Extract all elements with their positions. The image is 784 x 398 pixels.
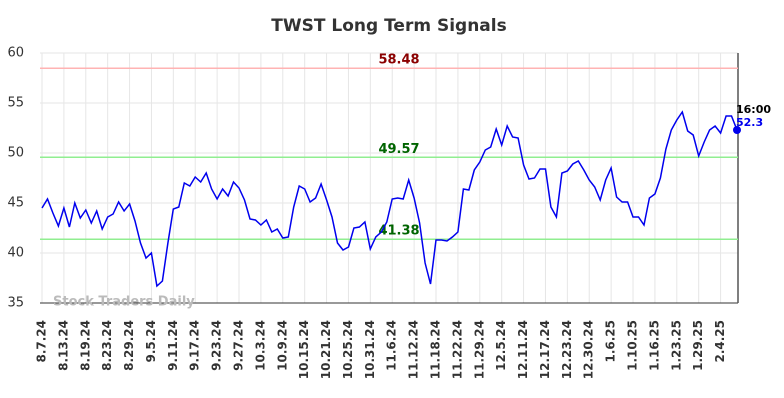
last-value-label: 52.3 [736, 116, 763, 129]
x-tick-label: 11.29.24 [472, 320, 486, 379]
y-tick-label: 40 [7, 246, 24, 261]
x-tick-label: 10.25.24 [341, 320, 355, 379]
x-tick-label: 9.27.24 [232, 320, 246, 371]
x-tick-label: 8.13.24 [56, 320, 70, 371]
y-tick-label: 45 [7, 196, 24, 211]
x-tick-label: 1.29.25 [691, 320, 705, 371]
x-tick-label: 2.4.25 [713, 320, 727, 363]
watermark: Stock Traders Daily [53, 295, 195, 310]
x-tick-label: 8.23.24 [100, 320, 114, 371]
x-tick-label: 11.12.24 [407, 320, 421, 379]
x-tick-label: 12.11.24 [516, 320, 530, 379]
x-tick-label: 10.15.24 [297, 320, 311, 379]
x-tick-label: 12.23.24 [560, 320, 574, 379]
last-point [733, 126, 741, 134]
x-tick-label: 11.18.24 [429, 320, 443, 379]
x-tick-label: 9.5.24 [144, 320, 158, 363]
x-tick-label: 8.7.24 [35, 320, 49, 363]
x-tick-label: 11.6.24 [385, 320, 399, 371]
x-tick-label: 11.22.24 [450, 320, 464, 379]
x-tick-label: 1.16.25 [647, 320, 661, 371]
y-tick-label: 35 [7, 296, 24, 311]
signal-label: 58.48 [378, 53, 419, 68]
x-tick-label: 10.31.24 [363, 320, 377, 379]
x-tick-label: 12.5.24 [494, 320, 508, 371]
x-tick-label: 12.30.24 [582, 320, 596, 379]
last-time-label: 16:00 [736, 103, 771, 116]
signal-label: 49.57 [378, 142, 419, 157]
x-tick-label: 9.11.24 [166, 320, 180, 371]
x-tick-label: 12.17.24 [538, 320, 552, 379]
x-tick-label: 1.23.25 [669, 320, 683, 371]
price-line [41, 110, 738, 288]
x-tick-label: 1.6.25 [604, 320, 618, 363]
x-tick-label: 8.29.24 [122, 320, 136, 371]
x-tick-label: 1.10.25 [626, 320, 640, 371]
x-tick-label: 10.3.24 [253, 320, 267, 371]
y-tick-label: 50 [7, 146, 24, 161]
x-tick-label: 9.17.24 [188, 320, 202, 371]
x-tick-label: 8.19.24 [78, 320, 92, 371]
signal-label: 41.38 [378, 224, 419, 239]
y-tick-label: 55 [7, 96, 24, 111]
y-tick-label: 60 [7, 46, 24, 61]
chart-title: TWST Long Term Signals [271, 16, 506, 36]
x-tick-label: 10.9.24 [275, 320, 289, 371]
x-tick-label: 10.21.24 [319, 320, 333, 379]
x-tick-label: 9.23.24 [210, 320, 224, 371]
